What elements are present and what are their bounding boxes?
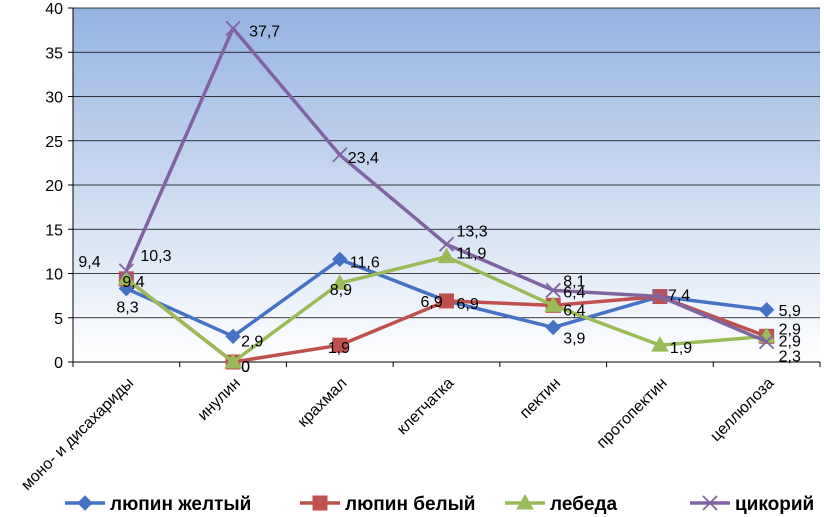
- data-point: [702, 495, 718, 511]
- legend-label: люпин желтый: [110, 494, 251, 515]
- data-point: [77, 495, 93, 511]
- data-label: 8,1: [563, 273, 585, 290]
- data-point: [225, 20, 241, 36]
- data-label: 1,9: [670, 340, 692, 357]
- legend-label: лебеда: [550, 494, 617, 515]
- data-label: 13,3: [457, 223, 488, 240]
- x-category-label: протопектин: [594, 375, 671, 452]
- y-tick-label: 35: [45, 45, 63, 62]
- x-category-label: целлюлоза: [707, 375, 777, 445]
- data-label: 11,6: [350, 254, 380, 271]
- y-tick-label: 40: [45, 1, 63, 18]
- data-label: 0: [241, 359, 250, 376]
- legend-item: люпин белый: [300, 494, 476, 515]
- y-tick-label: 0: [54, 355, 63, 372]
- data-label: 11,9: [457, 246, 487, 263]
- x-category-label: крахмал: [295, 375, 351, 431]
- x-category-label: инулин: [195, 375, 244, 424]
- data-point: [330, 274, 349, 290]
- data-point: [439, 293, 454, 309]
- data-point: [544, 296, 563, 312]
- series-4: [118, 20, 775, 350]
- data-point: [438, 236, 455, 252]
- data-point: [651, 336, 669, 352]
- legend-item: цикорий: [690, 494, 814, 515]
- data-label: 37,7: [249, 23, 280, 40]
- series-group: [117, 20, 776, 370]
- data-point: [759, 334, 775, 350]
- y-tick-label: 5: [54, 311, 63, 328]
- data-point: [758, 302, 775, 318]
- data-label: 2,9: [779, 333, 801, 350]
- series-3: [117, 247, 776, 369]
- legend: люпин желтый люпин белый лебеда цикорий: [65, 493, 814, 515]
- data-point: [332, 337, 348, 353]
- data-point: [225, 328, 241, 345]
- legend-label: цикорий: [735, 494, 814, 515]
- data-point: [117, 269, 136, 286]
- data-point: [545, 282, 561, 298]
- data-point: [332, 147, 348, 163]
- legend-item: люпин желтый: [65, 494, 251, 515]
- data-label: 7,4: [668, 288, 690, 305]
- x-category-label: моно- и дисахариды: [18, 375, 137, 494]
- data-label: 23,4: [348, 150, 379, 167]
- data-label: 3,9: [563, 330, 585, 347]
- data-point: [118, 263, 134, 279]
- y-axis-ticks: 0 5 10 15 20 25 30 35 40: [45, 1, 63, 372]
- data-point: [652, 288, 668, 305]
- legend-label: люпин белый: [345, 494, 476, 515]
- y-tick-label: 15: [45, 222, 63, 239]
- data-point: [545, 319, 561, 336]
- x-category-label: пектин: [517, 375, 564, 422]
- data-label: 2,9: [779, 321, 801, 338]
- axes: [72, 8, 821, 367]
- data-point: [332, 251, 348, 268]
- data-point: [312, 495, 328, 511]
- data-label: 2,3: [779, 349, 801, 366]
- data-label: 9,4: [122, 274, 144, 291]
- data-label: 8,3: [116, 300, 138, 317]
- data-point: [516, 493, 534, 510]
- data-label: 0: [241, 359, 250, 376]
- data-label: 8,9: [330, 282, 352, 299]
- y-tick-label: 10: [45, 267, 63, 284]
- data-point: [224, 352, 242, 369]
- x-axis-categories: моно- и дисахариды инулин крахмал клетчатка…: [18, 375, 777, 494]
- y-tick-label: 25: [45, 134, 63, 151]
- data-label: 6,9: [421, 294, 443, 311]
- data-label: 1,9: [328, 340, 350, 357]
- y-tick-label: 20: [45, 178, 63, 195]
- x-category-label: клетчатка: [394, 375, 457, 438]
- data-label: 2,9: [241, 333, 263, 350]
- data-label: 10,3: [140, 248, 171, 265]
- legend-item: лебеда: [505, 493, 617, 515]
- data-point: [437, 247, 456, 264]
- data-label: 5,9: [779, 303, 801, 320]
- data-label: 6,4: [563, 284, 585, 301]
- y-tick-label: 30: [45, 90, 63, 107]
- data-label: 9,4: [78, 254, 100, 271]
- data-label: 6,4: [563, 302, 585, 319]
- data-label: 6,9: [457, 296, 479, 313]
- data-labels: 8,3 2,9 11,6 6,9 3,9 7,4 5,9 9,4 0 1,9 6,9 6,4 2,9 9,…: [78, 23, 801, 376]
